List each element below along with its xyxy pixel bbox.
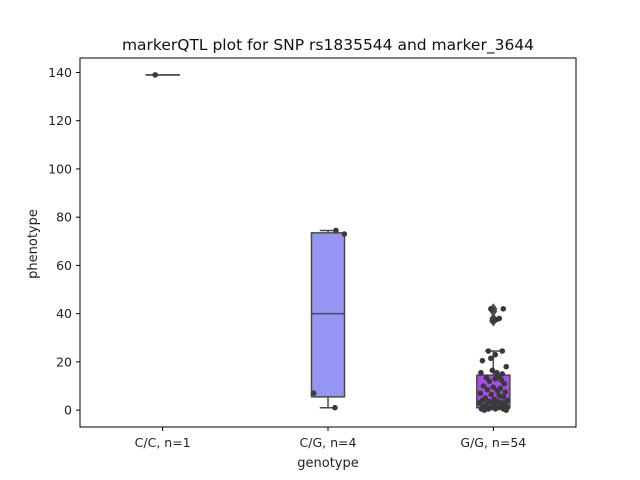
data-point bbox=[476, 400, 483, 406]
data-point bbox=[501, 380, 508, 387]
data-point bbox=[477, 390, 484, 397]
data-point bbox=[484, 386, 491, 393]
data-point bbox=[488, 306, 494, 312]
y-tick-label: 20 bbox=[56, 354, 72, 369]
box-group bbox=[145, 72, 180, 78]
chart-title: markerQTL plot for SNP rs1835544 and mar… bbox=[122, 36, 534, 55]
data-point bbox=[341, 231, 348, 237]
data-point bbox=[493, 316, 500, 323]
plot-frame bbox=[79, 57, 577, 428]
data-point bbox=[485, 348, 492, 354]
plot-area bbox=[145, 72, 511, 413]
box-group bbox=[310, 227, 348, 411]
data-point bbox=[488, 391, 495, 398]
data-point bbox=[152, 72, 159, 78]
data-point bbox=[492, 406, 499, 412]
x-tick-label: G/G, n=54 bbox=[460, 435, 526, 450]
data-point bbox=[486, 378, 493, 384]
y-tick-label: 80 bbox=[56, 210, 72, 225]
x-tick-label: C/C, n=1 bbox=[135, 435, 191, 450]
data-point bbox=[492, 375, 499, 382]
y-tick-label: 0 bbox=[64, 403, 72, 418]
data-point bbox=[479, 357, 486, 364]
data-point bbox=[478, 369, 484, 376]
data-point bbox=[502, 389, 509, 395]
data-point bbox=[489, 367, 496, 374]
y-tick-label: 40 bbox=[56, 306, 72, 321]
data-point bbox=[500, 394, 507, 400]
data-point bbox=[499, 348, 506, 354]
x-axis: C/C, n=1 C/G, n=4 G/G, n=54 bbox=[135, 427, 526, 450]
data-point bbox=[494, 388, 501, 394]
x-tick-label: C/G, n=4 bbox=[300, 435, 357, 450]
data-point bbox=[332, 404, 338, 411]
data-point bbox=[310, 390, 317, 397]
data-point bbox=[503, 407, 510, 413]
data-point bbox=[492, 351, 499, 358]
data-point bbox=[333, 227, 339, 234]
y-tick-label: 140 bbox=[48, 65, 72, 80]
y-axis-label: phenotype bbox=[26, 209, 41, 279]
data-point bbox=[480, 383, 487, 389]
y-axis: 0 20 40 60 80 100 120 140 bbox=[48, 65, 80, 418]
x-axis-label: genotype bbox=[297, 456, 358, 471]
data-point bbox=[488, 355, 494, 362]
y-tick-label: 120 bbox=[48, 113, 72, 128]
box bbox=[310, 232, 346, 398]
box-group bbox=[476, 303, 511, 413]
y-tick-label: 60 bbox=[56, 258, 72, 273]
data-point bbox=[481, 407, 488, 413]
y-tick-label: 100 bbox=[48, 161, 72, 176]
data-point bbox=[503, 363, 510, 370]
data-point bbox=[490, 384, 497, 391]
data-point bbox=[500, 306, 507, 312]
